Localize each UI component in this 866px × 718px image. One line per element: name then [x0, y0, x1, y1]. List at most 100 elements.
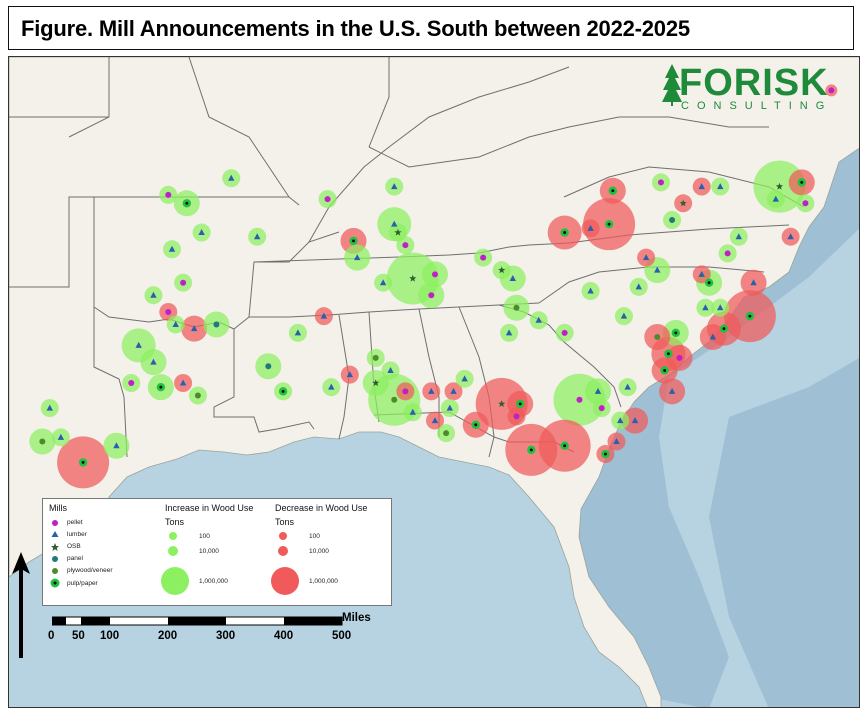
mill-lumber-marker[interactable]	[354, 254, 361, 261]
mill-pellet-marker[interactable]	[561, 329, 568, 336]
mill-lumber-marker[interactable]	[253, 233, 261, 240]
mill-pulp-paper-marker[interactable]	[745, 311, 755, 321]
mill-pellet-marker[interactable]	[724, 250, 731, 257]
mill-lumber-marker[interactable]	[505, 329, 513, 336]
mill-pellet-marker[interactable]	[128, 380, 135, 386]
mill-lumber-marker[interactable]	[431, 417, 439, 424]
mill-pulp-paper-marker[interactable]	[278, 387, 288, 396]
mill-pellet-marker[interactable]	[324, 196, 331, 203]
mill-lumber-marker[interactable]	[594, 387, 602, 394]
mill-lumber-marker[interactable]	[391, 183, 398, 190]
mill-plywood-veneer-marker[interactable]	[443, 430, 450, 437]
mill-lumber-marker[interactable]	[294, 329, 302, 336]
mill-lumber-marker[interactable]	[613, 438, 620, 445]
mill-lumber-marker[interactable]	[620, 312, 628, 319]
mill-plywood-veneer-marker[interactable]	[372, 354, 379, 361]
mill-lumber-marker[interactable]	[446, 404, 454, 411]
mill-lumber-marker[interactable]	[509, 275, 516, 282]
mill-lumber-marker[interactable]	[787, 233, 794, 240]
mill-pellet-marker[interactable]	[428, 292, 435, 299]
mill-osb-marker[interactable]	[372, 379, 380, 387]
mill-pellet-marker[interactable]	[676, 354, 683, 361]
mill-pellet-marker[interactable]	[402, 388, 409, 395]
mill-lumber-marker[interactable]	[150, 358, 157, 365]
mill-panel-marker[interactable]	[213, 321, 220, 328]
mill-lumber-marker[interactable]	[635, 283, 642, 290]
mill-lumber-marker[interactable]	[320, 312, 328, 319]
mill-pulp-paper-marker[interactable]	[471, 420, 480, 429]
mill-pulp-paper-marker[interactable]	[156, 382, 166, 392]
mill-pellet-marker[interactable]	[480, 254, 487, 261]
mill-osb-marker[interactable]	[679, 199, 687, 207]
mill-lumber-marker[interactable]	[113, 442, 120, 449]
mill-lumber-marker[interactable]	[709, 333, 717, 340]
mill-pulp-paper-marker[interactable]	[704, 278, 714, 287]
mill-pulp-paper-marker[interactable]	[78, 458, 88, 467]
mill-lumber-marker[interactable]	[135, 341, 142, 348]
mill-pulp-paper-marker[interactable]	[664, 349, 673, 358]
mill-pulp-paper-marker[interactable]	[182, 199, 192, 208]
mill-pulp-paper-marker[interactable]	[660, 366, 669, 375]
mill-panel-marker[interactable]	[669, 217, 676, 223]
mill-lumber-marker[interactable]	[409, 408, 416, 415]
mill-lumber-marker[interactable]	[617, 417, 624, 424]
mill-pulp-paper-marker[interactable]	[797, 178, 806, 187]
mill-lumber-marker[interactable]	[328, 383, 335, 390]
mill-lumber-marker[interactable]	[57, 433, 65, 440]
mill-lumber-marker[interactable]	[46, 404, 53, 411]
mill-lumber-marker[interactable]	[172, 320, 179, 327]
mill-lumber-marker[interactable]	[191, 325, 198, 332]
mill-plywood-veneer-marker[interactable]	[513, 304, 520, 311]
mill-pellet-marker[interactable]	[828, 87, 835, 94]
mill-osb-marker[interactable]	[498, 400, 506, 407]
mill-plywood-veneer-marker[interactable]	[391, 396, 398, 403]
mill-plywood-veneer-marker[interactable]	[39, 438, 46, 445]
mill-osb-marker[interactable]	[775, 182, 784, 190]
mill-pulp-paper-marker[interactable]	[516, 399, 525, 409]
mill-lumber-marker[interactable]	[587, 287, 594, 294]
mill-osb-marker[interactable]	[409, 274, 417, 282]
mill-pellet-marker[interactable]	[598, 405, 605, 412]
mill-pulp-paper-marker[interactable]	[671, 328, 680, 338]
mill-pellet-marker[interactable]	[165, 308, 172, 315]
mill-lumber-marker[interactable]	[631, 417, 639, 424]
mill-pulp-paper-marker[interactable]	[604, 219, 614, 229]
mill-pellet-marker[interactable]	[657, 179, 664, 186]
mill-pulp-paper-marker[interactable]	[719, 324, 729, 333]
mill-pulp-paper-marker[interactable]	[608, 186, 618, 195]
mill-lumber-marker[interactable]	[168, 245, 176, 252]
mill-pellet-marker[interactable]	[180, 279, 187, 286]
mill-pellet-marker[interactable]	[576, 396, 583, 403]
mill-lumber-marker[interactable]	[198, 229, 205, 236]
mill-lumber-marker[interactable]	[642, 254, 650, 261]
mill-panel-marker[interactable]	[265, 363, 272, 370]
mill-plywood-veneer-marker[interactable]	[194, 392, 201, 399]
mill-pulp-paper-marker[interactable]	[560, 228, 569, 237]
mill-lumber-marker[interactable]	[379, 279, 387, 286]
mill-lumber-marker[interactable]	[387, 366, 394, 373]
mill-pulp-paper-marker[interactable]	[527, 445, 536, 455]
mill-lumber-marker[interactable]	[346, 371, 353, 378]
mill-lumber-marker[interactable]	[535, 316, 542, 323]
mill-lumber-marker[interactable]	[772, 195, 779, 202]
mill-pellet-marker[interactable]	[165, 191, 172, 198]
mill-pellet-marker[interactable]	[802, 200, 809, 207]
mill-lumber-marker[interactable]	[654, 266, 661, 273]
mill-lumber-marker[interactable]	[668, 387, 676, 394]
mill-plywood-veneer-marker[interactable]	[654, 334, 661, 341]
mill-pulp-paper-marker[interactable]	[349, 236, 358, 246]
mill-lumber-marker[interactable]	[587, 224, 594, 231]
mill-lumber-marker[interactable]	[450, 387, 457, 394]
mill-lumber-marker[interactable]	[179, 379, 187, 386]
mill-lumber-marker[interactable]	[391, 220, 398, 227]
mill-lumber-marker[interactable]	[461, 375, 468, 382]
mill-lumber-marker[interactable]	[717, 304, 724, 311]
mill-lumber-marker[interactable]	[735, 233, 742, 240]
mill-lumber-marker[interactable]	[717, 183, 724, 190]
mill-pulp-paper-marker[interactable]	[560, 441, 569, 450]
mill-lumber-marker[interactable]	[750, 279, 757, 286]
mill-lumber-marker[interactable]	[698, 270, 705, 277]
mill-lumber-marker[interactable]	[702, 304, 709, 311]
mill-pellet-marker[interactable]	[432, 271, 438, 278]
mill-osb-marker[interactable]	[498, 266, 506, 274]
